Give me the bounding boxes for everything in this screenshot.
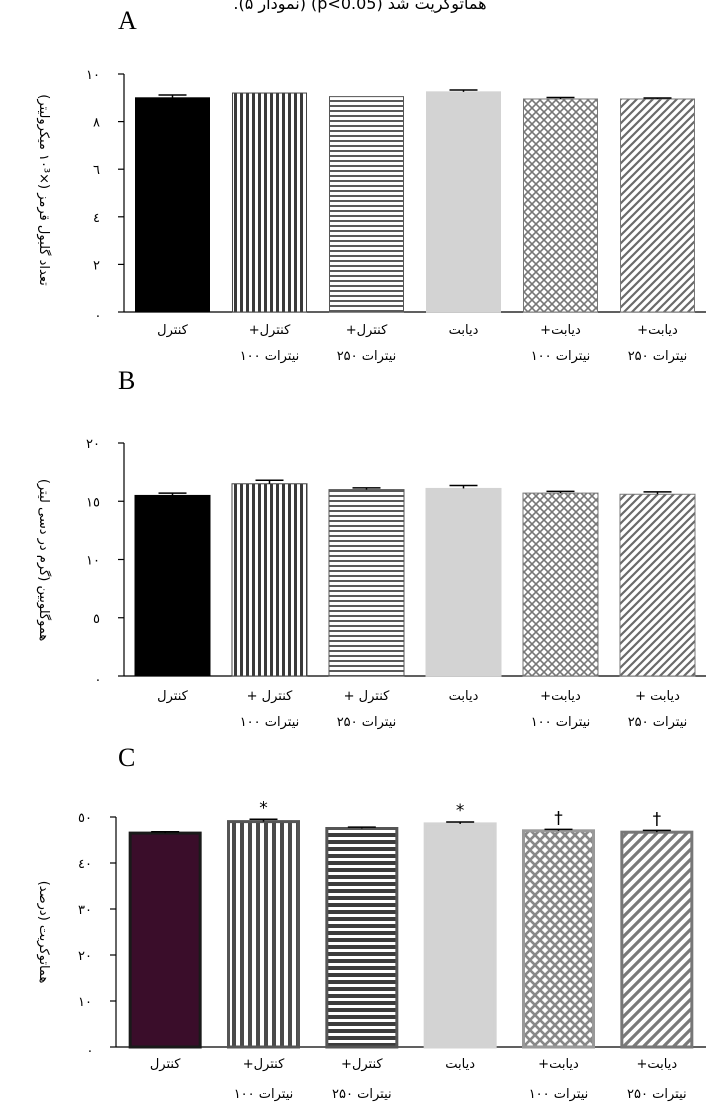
bar	[619, 493, 696, 677]
y-tick-label: ٥٠	[78, 811, 92, 826]
x-category-label-line2: نیترات ۲۵۰	[628, 715, 688, 730]
bar	[325, 827, 399, 1049]
x-category-label: دیابت +	[635, 689, 680, 704]
bar	[134, 494, 211, 677]
x-category-label: دیابت+	[637, 1057, 678, 1072]
x-category-label: کنترل +	[247, 689, 293, 704]
figure-caption-fragment: هماتوکریت شد (p<0.05) (نمودار ۵).	[233, 0, 487, 13]
y-tick-label: .	[88, 1041, 92, 1056]
bar	[135, 97, 210, 313]
y-tick-label: ٨	[93, 116, 100, 131]
x-category-label-line2: نیترات ۲۵۰	[332, 1087, 392, 1102]
bar	[128, 831, 202, 1049]
y-tick-label: ٢٠	[78, 949, 92, 964]
y-tick-label: ٣٠	[78, 903, 92, 918]
x-category-label-line2: نیترات ۱۰۰	[529, 1087, 589, 1102]
y-tick-label: ١٠	[78, 995, 92, 1010]
x-category-label: دیابت	[449, 689, 479, 704]
y-axis-title: هموگلوبین (گرم در دسی لیتر)	[36, 479, 52, 642]
x-category-label: کنترل+	[346, 323, 388, 338]
y-axis-title: تعداد گلبول قرمز (×۱۰³ میکرولیتر)	[36, 94, 52, 286]
y-tick-label: ١٥	[86, 495, 100, 510]
bar	[522, 492, 599, 677]
y-tick-label: .	[96, 306, 100, 321]
x-category-label: دیابت+	[540, 689, 581, 704]
chart-c: . ١٠ ٢٠ ٣٠ ٤٠ ٥٠ هماتوکریت (درصد) کنترل * کنترل+ ن…	[36, 798, 706, 1102]
bar	[231, 483, 308, 677]
y-tick-label: ٤٠	[78, 857, 92, 872]
x-category-label-line2: نیترات ۱۰۰	[240, 715, 300, 730]
bar	[227, 820, 300, 1049]
panel-letter-b: B	[118, 366, 136, 395]
significance-marker: *	[456, 801, 465, 821]
x-category-label-line2: نیترات ۱۰۰	[531, 715, 591, 730]
x-category-label-line2: نیترات ۲۵۰	[628, 349, 688, 364]
x-category-label-line2: نیترات ۲۵۰	[337, 715, 397, 730]
bar	[423, 822, 497, 1049]
x-category-label: کنترل	[157, 323, 188, 338]
bar	[328, 489, 405, 677]
panel-letter-c: C	[118, 743, 136, 772]
bar	[522, 829, 595, 1049]
x-category-label: دیابت+	[637, 323, 678, 338]
bar	[426, 91, 501, 313]
y-tick-label: .	[96, 670, 100, 685]
significance-marker: †	[554, 808, 563, 828]
y-tick-label: ٢٠	[86, 437, 100, 452]
y-tick-label: ۲	[93, 258, 100, 273]
significance-marker: †	[653, 809, 662, 829]
bar	[425, 487, 502, 677]
y-tick-label: ١٠	[86, 68, 100, 83]
y-tick-label: ٦	[93, 163, 100, 178]
bar	[523, 98, 598, 313]
chart-b: . ٥ ١٠ ١٥ ٢٠ هموگلوبین (گرم در دسی لیتر) کنترل…	[36, 437, 706, 730]
panel-letter-a: A	[118, 6, 137, 35]
x-category-label: دیابت+	[538, 1057, 579, 1072]
bar	[232, 92, 307, 313]
y-tick-label: ٤	[93, 211, 100, 226]
chart-a: . ۲ ٤ ٦ ٨ ١٠ تعداد گلبول قرمز (×۱۰³ میکرولیتر)…	[36, 68, 706, 364]
x-category-label: کنترل+	[341, 1057, 383, 1072]
x-category-label: دیابت	[445, 1057, 475, 1072]
x-category-label: کنترل	[157, 689, 188, 704]
x-category-label-line2: نیترات ۲۵۰	[337, 349, 397, 364]
y-tick-label: ١٠	[86, 554, 100, 569]
bar	[620, 830, 694, 1049]
y-axis-title: هماتوکریت (درصد)	[36, 881, 51, 984]
x-category-label-line2: نیترات ۱۰۰	[234, 1087, 294, 1102]
x-category-label: کنترل +	[344, 689, 390, 704]
x-category-label: دیابت	[449, 323, 479, 338]
significance-marker: *	[259, 798, 268, 818]
x-category-label-line2: نیترات ۱۰۰	[531, 349, 591, 364]
y-tick-label: ٥	[93, 612, 100, 627]
bar	[329, 96, 404, 313]
x-category-label: کنترل+	[249, 323, 291, 338]
bar	[620, 98, 695, 313]
x-category-label: کنترل+	[243, 1057, 285, 1072]
x-category-label: کنترل	[150, 1057, 181, 1072]
x-category-label-line2: نیترات ۲۵۰	[627, 1087, 687, 1102]
x-category-label-line2: نیترات ۱۰۰	[240, 349, 300, 364]
x-category-label: دیابت+	[540, 323, 581, 338]
